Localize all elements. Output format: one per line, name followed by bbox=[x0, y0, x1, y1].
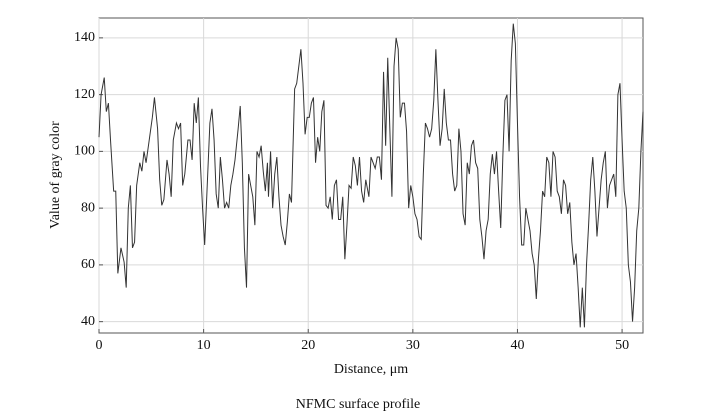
x-tick-label: 30 bbox=[406, 338, 420, 353]
y-tick-label: 120 bbox=[74, 87, 95, 102]
y-tick-label: 140 bbox=[74, 30, 95, 45]
y-tick-label: 40 bbox=[81, 314, 95, 329]
y-tick-label: 60 bbox=[81, 257, 95, 272]
x-tick-label: 40 bbox=[510, 338, 524, 353]
plot-frame bbox=[98, 17, 644, 334]
y-tick-label: 80 bbox=[81, 200, 95, 215]
x-tick-label: 10 bbox=[197, 338, 211, 353]
y-tick-label: 100 bbox=[74, 144, 95, 159]
x-tick-label: 20 bbox=[301, 338, 315, 353]
y-axis-label: Value of gray color bbox=[48, 121, 63, 229]
x-tick-label: 0 bbox=[96, 338, 103, 353]
x-tick-label: 50 bbox=[615, 338, 629, 353]
x-axis-label: Distance, μm bbox=[334, 362, 408, 377]
profile-line bbox=[98, 23, 644, 328]
caption: NFMC surface profile bbox=[296, 397, 420, 412]
